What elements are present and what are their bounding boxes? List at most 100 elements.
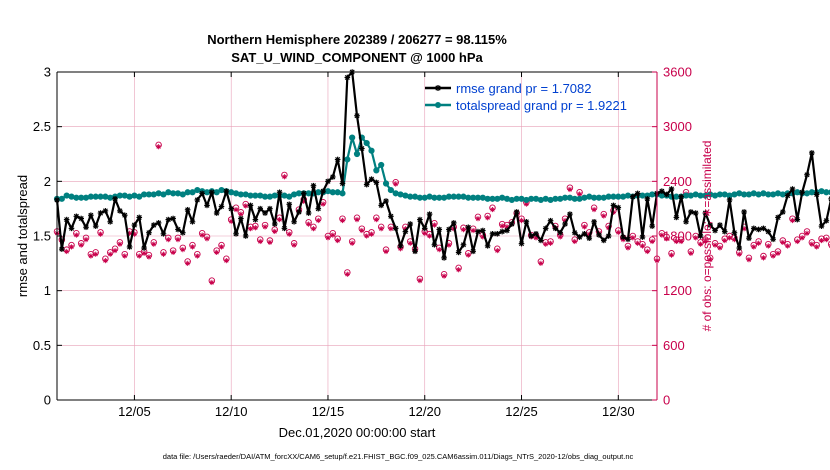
rmse-point (63, 216, 70, 223)
rmse-point (499, 228, 505, 235)
rmse-point (383, 198, 389, 204)
rmse-point (363, 181, 370, 188)
legend-rmse-marker (435, 85, 441, 91)
rmse-point (233, 231, 239, 237)
totalspread-point (721, 191, 728, 198)
y-ticks: 0 0.5 1 1.5 2 2.5 3 (33, 65, 62, 408)
obs-assimilated-point (233, 206, 239, 213)
obs-assimilated-point (378, 226, 384, 232)
rmse-point (818, 223, 825, 229)
totalspread-point (363, 139, 370, 147)
totalspread-point (266, 193, 274, 200)
obs-assimilated-point (712, 242, 718, 248)
y-tick-label: 1 (44, 283, 51, 298)
y2-tick-label: 1200 (663, 283, 692, 298)
rmse-point (184, 206, 191, 213)
obs-assimilated-point (339, 217, 346, 224)
rmse-point (73, 213, 80, 220)
rmse-point (271, 221, 278, 227)
totalspread-point (63, 192, 70, 199)
obs-assimilated-point (83, 237, 89, 243)
obs-assimilated-point (765, 243, 771, 249)
obs-assimilated-point (465, 252, 471, 258)
obs-assimilated-point (726, 235, 733, 241)
rmse-point (755, 226, 762, 233)
obs-assimilated-point (204, 236, 210, 242)
totalspread-point (373, 167, 380, 174)
rmse-point (678, 193, 684, 200)
obs-assimilated-point (697, 241, 704, 247)
rmse-point (528, 233, 534, 239)
obs-assimilated-point (818, 237, 825, 244)
rmse-point (378, 202, 384, 209)
rmse-point (746, 235, 752, 241)
totalspread-point (131, 192, 138, 199)
totalspread-point (755, 191, 762, 198)
rmse-point (625, 236, 631, 243)
totalspread-point (745, 191, 753, 198)
obs-assimilated-point (102, 258, 108, 264)
totalspread-point (421, 194, 428, 201)
rmse-point (581, 231, 588, 237)
obs-assimilated-point (499, 223, 505, 229)
rmse-point (736, 245, 743, 251)
x-tick-label: 12/15 (312, 404, 345, 419)
totalspread-point (324, 188, 332, 195)
obs-assimilated-point (335, 237, 341, 244)
rmse-point (315, 205, 322, 212)
obs-assimilated-point (538, 260, 544, 266)
totalspread-point (387, 186, 394, 194)
totalspread-point (194, 186, 201, 194)
obs-assimilated-point (383, 248, 389, 255)
rmse-point (649, 223, 655, 229)
rmse-point (102, 208, 109, 214)
obs-assimilated-point (775, 250, 781, 256)
rmse-point (465, 224, 472, 231)
obs-assimilated-point (407, 240, 413, 246)
totalspread-point (126, 193, 133, 200)
obs-assimilated-point (751, 244, 757, 250)
rmse-point (107, 218, 114, 225)
obs-assimilated-point (688, 250, 694, 256)
rmse-point (325, 178, 331, 185)
obs-assimilated-point (344, 271, 350, 277)
totalspread-point (600, 194, 607, 201)
totalspread-point (692, 191, 699, 198)
rmse-point (721, 228, 728, 235)
obs-assimilated-point (547, 240, 554, 246)
rmse-point (339, 180, 346, 187)
totalspread-point (290, 191, 298, 198)
rmse-point (605, 233, 612, 239)
obs-assimilated-point (780, 239, 786, 245)
obs-assimilated-point (306, 221, 312, 227)
rmse-point (88, 212, 94, 219)
obs-assimilated-point (393, 181, 399, 187)
rmse-point (426, 211, 433, 217)
y-tick-label: 0.5 (33, 338, 51, 353)
rmse-point (523, 218, 530, 225)
obs-assimilated-point (789, 217, 796, 224)
obs-assimilated-point (112, 247, 118, 254)
obs-assimilated-point (359, 227, 365, 234)
rmse-point (620, 234, 626, 240)
totalspread-point (460, 193, 467, 200)
obs-assimilated-point (247, 226, 254, 232)
totalspread-point (750, 190, 757, 197)
totalspread-point (557, 195, 564, 202)
totalspread-point (566, 194, 574, 201)
obs-assimilated-series (54, 144, 830, 286)
rmse-point (586, 235, 593, 241)
obs-assimilated-point (388, 226, 394, 232)
obs-assimilated-point (417, 278, 423, 284)
obs-assimilated-point (804, 230, 810, 236)
totalspread-point (382, 180, 390, 187)
totalspread-point (397, 191, 404, 198)
rmse-series-line (55, 70, 830, 259)
obs-assimilated-point (262, 224, 268, 230)
rmse-point (750, 225, 757, 232)
rmse-point (470, 248, 476, 255)
obs-assimilated-point (354, 217, 360, 223)
x-tick-label: 12/05 (118, 404, 151, 419)
rmse-point (731, 229, 738, 236)
